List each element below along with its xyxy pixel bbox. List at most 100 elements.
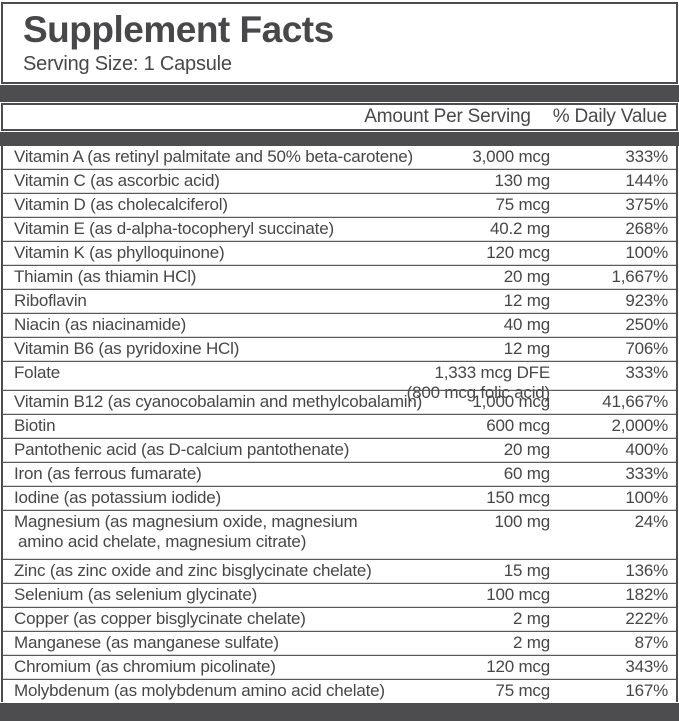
nutrient-name: Manganese (as manganese sulfate)	[14, 633, 279, 652]
nutrient-name: Selenium (as selenium glycinate)	[14, 585, 258, 604]
nutrient-amount: 120 mcg	[486, 243, 550, 263]
nutrient-daily-value: 136%	[625, 561, 668, 580]
table-row: Vitamin K (as phylloquinone) 120 mcg 100%	[3, 241, 676, 265]
nutrient-amount-value: 75 mcg	[495, 681, 550, 700]
table-row: Vitamin D (as cholecalciferol) 75 mcg 375%	[3, 193, 676, 217]
table-row: Molybdenum (as molybdenum amino acid che…	[3, 679, 676, 702]
nutrient-daily-value: 87%	[634, 633, 669, 652]
nutrient-amount: 40 mg	[504, 315, 550, 335]
nutrient-daily-value: 333%	[625, 147, 668, 166]
table-row: Vitamin B12 (as cyanocobalamin and methy…	[3, 390, 676, 414]
nutrient-name: Niacin (as niacinamide)	[14, 315, 187, 334]
nutrient-daily-value: 1,667%	[611, 267, 669, 286]
table-row: Biotin 600 mcg 2,000%	[3, 414, 676, 438]
nutrient-amount-value: 20 mg	[503, 440, 550, 459]
nutrient-name: Biotin	[14, 416, 56, 435]
nutrient-daily-value: 167%	[625, 681, 668, 700]
nutrient-name: Vitamin K (as phylloquinone)	[14, 243, 225, 262]
nutrient-daily-value: 144%	[625, 171, 668, 190]
nutrient-amount-value: 12 mg	[503, 291, 550, 310]
nutrient-daily-value: 41,667%	[602, 392, 668, 411]
table-row: Vitamin B6 (as pyridoxine HCl) 12 mg 706%	[3, 337, 676, 361]
nutrient-amount: 600 mcg	[486, 416, 550, 436]
nutrient-amount: 1,000 mcg	[472, 392, 550, 412]
nutrient-amount: 100 mg	[494, 512, 550, 532]
nutrient-amount: 150 mcg	[486, 488, 550, 508]
nutrient-amount: 12 mg	[504, 339, 550, 359]
divider-bar-top	[0, 85, 679, 102]
nutrient-name: Vitamin D (as cholecalciferol)	[14, 195, 228, 214]
table-row: Vitamin E (as d-alpha-tocopheryl succina…	[3, 217, 676, 241]
nutrient-name: Zinc (as zinc oxide and zinc bisglycinat…	[14, 561, 372, 580]
nutrient-name: Pantothenic acid (as D-calcium pantothen…	[14, 440, 350, 459]
column-header-amount-per-serving: Amount Per Serving	[364, 106, 531, 127]
nutrient-daily-value: 268%	[625, 219, 668, 238]
nutrient-daily-value: 343%	[625, 657, 668, 676]
nutrient-name: Vitamin A (as retinyl palmitate and 50% …	[14, 147, 414, 166]
title-panel: Supplement Facts Serving Size: 1 Capsule	[1, 2, 678, 84]
table-row: Copper (as copper bisglycinate chelate) 2…	[3, 607, 676, 631]
table-row: Niacin (as niacinamide) 40 mg 250%	[3, 313, 676, 337]
nutrient-daily-value: 706%	[625, 339, 668, 358]
nutrient-name: Chromium (as chromium picolinate)	[14, 657, 276, 676]
nutrient-name: Vitamin B12 (as cyanocobalamin and methy…	[14, 392, 423, 411]
nutrient-name: Magnesium (as magnesium oxide, magnesium	[14, 512, 358, 531]
nutrient-amount-secondary: (800 mcg folic acid)	[406, 383, 551, 402]
nutrient-name: Riboflavin	[14, 291, 87, 310]
nutrient-amount-value: 40 mg	[503, 315, 550, 334]
nutrient-daily-value: 24%	[634, 512, 669, 531]
nutrient-amount: 75 mcg	[495, 195, 550, 215]
nutrient-amount-value: 130 mg	[494, 171, 550, 190]
table-row: Manganese (as manganese sulfate) 2 mg 87%	[3, 631, 676, 655]
nutrient-amount: 20 mg	[504, 440, 550, 460]
nutrient-amount-value: 15 mg	[503, 561, 550, 580]
divider-bar-middle	[0, 132, 679, 146]
label-title: Supplement Facts	[23, 9, 334, 50]
nutrient-daily-value: 2,000%	[611, 416, 669, 435]
table-row: Chromium (as chromium picolinate) 120 mcg…	[3, 655, 676, 679]
nutrient-daily-value: 923%	[625, 291, 668, 310]
nutrient-amount: 2 mg	[513, 633, 550, 653]
nutrient-amount: 75 mcg	[495, 681, 550, 701]
nutrient-daily-value: 333%	[625, 363, 668, 382]
nutrient-name: Vitamin E (as d-alpha-tocopheryl succina…	[14, 219, 334, 238]
nutrient-amount-value: 150 mcg	[486, 488, 550, 507]
nutrient-amount-value: 60 mg	[503, 464, 550, 483]
nutrient-amount: 40.2 mg	[490, 219, 550, 239]
nutrient-amount-value: 1,333 mcg DFE	[434, 363, 550, 382]
nutrient-amount: 15 mg	[504, 561, 550, 581]
nutrient-amount: 120 mcg	[486, 657, 550, 677]
table-row: Iodine (as potassium iodide) 150 mcg 100%	[3, 486, 676, 510]
divider-bar-bottom	[0, 703, 679, 721]
nutrient-daily-value: 250%	[625, 315, 668, 334]
nutrient-amount: 2 mg	[513, 609, 550, 629]
nutrient-daily-value: 182%	[625, 585, 668, 604]
nutrient-name-continued: amino acid chelate, magnesium citrate)	[18, 532, 307, 551]
serving-size: Serving Size: 1 Capsule	[23, 53, 232, 75]
nutrient-name: Folate	[14, 363, 61, 382]
table-row: Magnesium (as magnesium oxide, magnesium…	[3, 510, 676, 559]
nutrient-amount-value: 40.2 mg	[489, 219, 550, 238]
nutrient-amount-value: 2 mg	[513, 609, 550, 628]
nutrient-table: Vitamin A (as retinyl palmitate and 50% …	[1, 146, 678, 702]
nutrient-daily-value: 375%	[625, 195, 668, 214]
table-row: Zinc (as zinc oxide and zinc bisglycinat…	[3, 559, 676, 583]
nutrient-amount: 20 mg	[504, 267, 550, 287]
nutrient-name: Iron (as ferrous fumarate)	[14, 464, 202, 483]
nutrient-amount-value: 2 mg	[513, 633, 550, 652]
table-row: Thiamin (as thiamin HCl) 20 mg 1,667%	[3, 265, 676, 289]
nutrient-amount-value: 12 mg	[503, 339, 550, 358]
table-row: Riboflavin 12 mg 923%	[3, 289, 676, 313]
nutrient-name: Vitamin C (as ascorbic acid)	[14, 171, 220, 190]
table-row: Iron (as ferrous fumarate) 60 mg 333%	[3, 462, 676, 486]
nutrient-amount-value: 600 mcg	[486, 416, 550, 435]
nutrient-name: Iodine (as potassium iodide)	[14, 488, 222, 507]
nutrient-amount-value: 100 mcg	[486, 585, 550, 604]
nutrient-amount: 100 mcg	[486, 585, 550, 605]
nutrient-amount: 12 mg	[504, 291, 550, 311]
nutrient-daily-value: 333%	[625, 464, 668, 483]
nutrient-daily-value: 100%	[625, 488, 668, 507]
nutrient-amount: 60 mg	[504, 464, 550, 484]
nutrient-amount: 3,000 mcg	[472, 147, 550, 167]
